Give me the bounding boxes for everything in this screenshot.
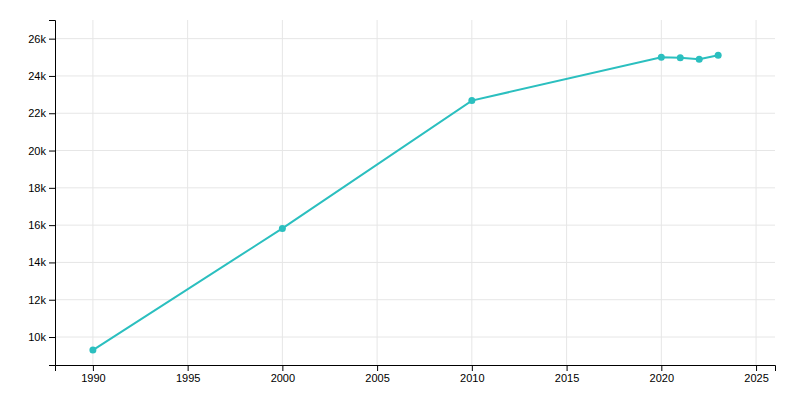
x-axis-tick: 2005 xyxy=(365,365,389,384)
y-axis-tick-label: 24k xyxy=(28,70,46,82)
y-axis-tick-mark xyxy=(49,188,55,189)
y-axis-tick-label: 14k xyxy=(28,256,46,268)
x-axis-tick-label: 2000 xyxy=(271,372,295,384)
y-axis-tick-label: 18k xyxy=(28,182,46,194)
chart: 1990 1995 2000 2005 2010 2015 2020 2025 10k 12k 14… xyxy=(0,0,800,400)
x-axis-tick-mark xyxy=(93,365,94,371)
x-axis-tick: 1990 xyxy=(81,365,105,384)
y-grid-line xyxy=(55,38,775,39)
point xyxy=(279,225,286,232)
y-axis-tick-mark xyxy=(49,337,55,338)
y-grid-line xyxy=(55,187,775,188)
y-axis-tick-label: 16k xyxy=(28,219,46,231)
line xyxy=(93,55,718,350)
x-axis-tick-mark xyxy=(661,365,662,371)
y-axis-line xyxy=(49,21,56,366)
x-axis-tick: 2015 xyxy=(555,365,579,384)
x-grid-line xyxy=(471,20,472,365)
x-axis-tick-label: 2010 xyxy=(460,372,484,384)
x-grid-line xyxy=(756,20,757,365)
y-axis-tick: 26k xyxy=(28,33,55,45)
y-axis-tick-label: 26k xyxy=(28,33,46,45)
y-axis-tick-mark xyxy=(49,151,55,152)
y-axis-tick: 20k xyxy=(28,145,55,157)
y-axis-tick-label: 10k xyxy=(28,331,46,343)
x-axis-tick-label: 2025 xyxy=(744,372,768,384)
x-axis: 1990 1995 2000 2005 2010 2015 2020 2025 xyxy=(56,365,776,384)
x-axis-tick: 2000 xyxy=(271,365,295,384)
x-grid-line xyxy=(282,20,283,365)
x-axis-line xyxy=(56,366,776,372)
y-axis-tick: 24k xyxy=(28,70,55,82)
x-axis-tick: 2010 xyxy=(460,365,484,384)
y-axis-tick-mark xyxy=(49,225,55,226)
x-axis-tick-mark xyxy=(756,365,757,371)
point xyxy=(696,56,703,63)
y-axis-tick: 18k xyxy=(28,182,55,194)
x-axis-tick-mark xyxy=(188,365,189,371)
y-grid-line xyxy=(55,75,775,76)
x-axis-tick-label: 2020 xyxy=(650,372,674,384)
plot-area: 1990 1995 2000 2005 2010 2015 2020 2025 10k 12k 14… xyxy=(28,20,775,384)
y-grid-line xyxy=(55,113,775,114)
x-grid-line xyxy=(92,20,93,365)
x-axis-tick-label: 2015 xyxy=(555,372,579,384)
y-axis-tick: 22k xyxy=(28,107,55,119)
y-axis-tick: 16k xyxy=(28,219,55,231)
y-axis-tick: 10k xyxy=(28,331,55,343)
x-axis-tick: 2025 xyxy=(744,365,768,384)
point xyxy=(658,54,665,61)
y-grid-line xyxy=(55,337,775,338)
y-grid-line xyxy=(55,262,775,263)
y-axis-tick-mark xyxy=(49,113,55,114)
x-axis-tick-label: 1995 xyxy=(176,372,200,384)
y-axis: 10k 12k 14k 16k 18k 20k 22k 24k 26k xyxy=(28,21,55,366)
point xyxy=(468,97,475,104)
y-axis-tick: 14k xyxy=(28,256,55,268)
point xyxy=(677,54,684,61)
point xyxy=(89,347,96,354)
y-axis-tick-label: 20k xyxy=(28,145,46,157)
y-grid-line xyxy=(55,150,775,151)
x-axis-tick-mark xyxy=(377,365,378,371)
marks xyxy=(89,52,721,354)
x-grid-line xyxy=(377,20,378,365)
y-axis-tick-mark xyxy=(49,262,55,263)
y-axis-tick-label: 22k xyxy=(28,107,46,119)
x-axis-tick-mark xyxy=(282,365,283,371)
y-axis-tick-mark xyxy=(49,39,55,40)
x-grid-line xyxy=(661,20,662,365)
y-axis-tick: 12k xyxy=(28,294,55,306)
y-grid-line xyxy=(55,299,775,300)
grid xyxy=(55,20,775,365)
y-grid-line xyxy=(55,225,775,226)
x-grid-line xyxy=(187,20,188,365)
x-grid-line xyxy=(566,20,567,365)
y-axis-tick-label: 12k xyxy=(28,294,46,306)
x-axis-tick-label: 1990 xyxy=(81,372,105,384)
x-axis-tick-mark xyxy=(472,365,473,371)
y-axis-tick-mark xyxy=(49,76,55,77)
point xyxy=(715,52,722,59)
x-axis-tick: 1995 xyxy=(176,365,200,384)
x-axis-tick: 2020 xyxy=(650,365,674,384)
x-axis-tick-label: 2005 xyxy=(365,372,389,384)
y-axis-tick-mark xyxy=(49,300,55,301)
x-axis-tick-mark xyxy=(567,365,568,371)
